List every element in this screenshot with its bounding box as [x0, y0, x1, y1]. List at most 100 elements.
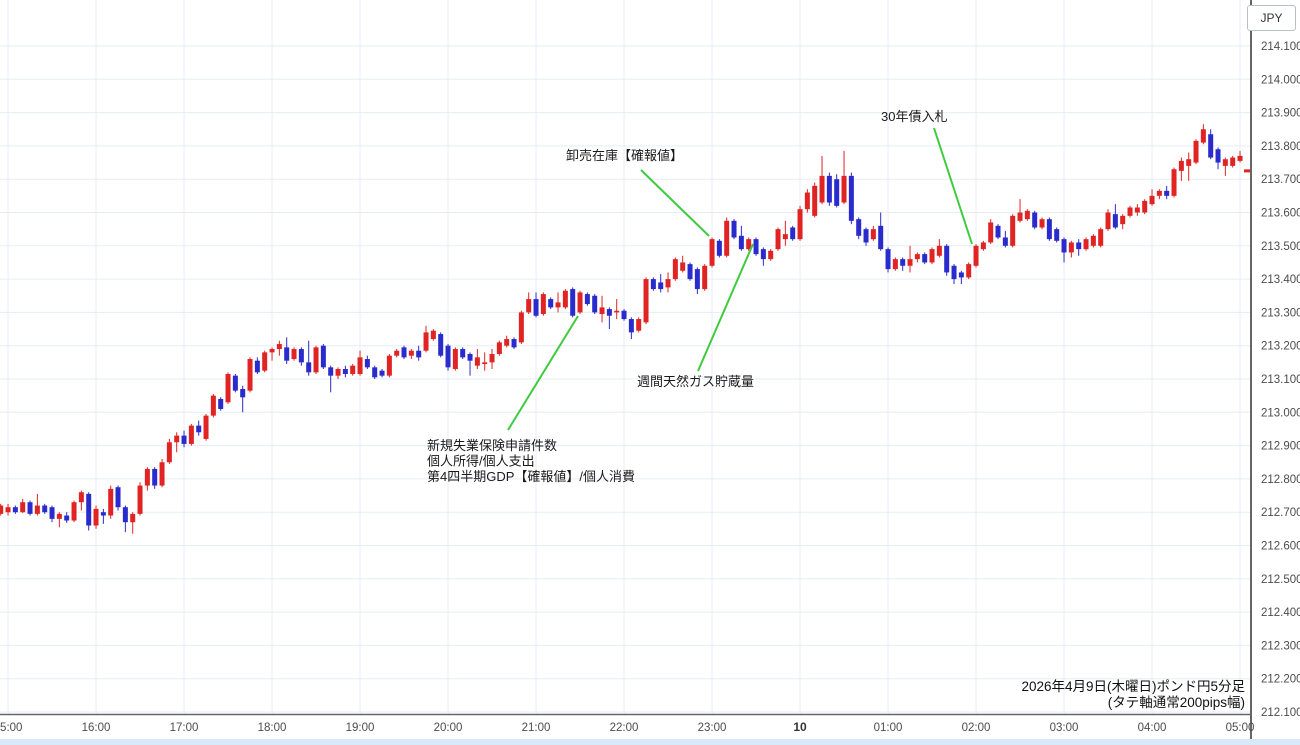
candle-up[interactable]	[819, 155, 825, 205]
candle-down[interactable]	[1076, 239, 1082, 256]
candle-down[interactable]	[958, 270, 964, 285]
candle-up[interactable]	[1237, 150, 1243, 163]
candle-up[interactable]	[1120, 214, 1126, 230]
candle-down[interactable]	[760, 247, 766, 266]
candle-up[interactable]	[599, 295, 605, 323]
candle-up[interactable]	[56, 512, 62, 528]
candle-up[interactable]	[1017, 199, 1023, 223]
candle-down[interactable]	[196, 420, 202, 436]
candle-down[interactable]	[320, 344, 326, 370]
candle-up[interactable]	[1134, 204, 1140, 216]
candle-up[interactable]	[812, 182, 818, 218]
candle-down[interactable]	[548, 297, 554, 310]
candle-up[interactable]	[174, 432, 180, 453]
candle-up[interactable]	[709, 237, 715, 268]
candle-down[interactable]	[115, 485, 121, 511]
candle-down[interactable]	[100, 508, 106, 524]
candle-up[interactable]	[518, 310, 524, 345]
candle-down[interactable]	[232, 374, 238, 393]
candle-up[interactable]	[746, 237, 752, 251]
candle-up[interactable]	[430, 329, 436, 341]
candle-up[interactable]	[1156, 189, 1162, 200]
candle-down[interactable]	[848, 172, 854, 225]
candle-down[interactable]	[122, 505, 128, 533]
candle-up[interactable]	[5, 503, 11, 516]
candle-up[interactable]	[489, 349, 495, 370]
candle-up[interactable]	[137, 482, 143, 516]
candle-down[interactable]	[12, 505, 18, 514]
candle-down[interactable]	[863, 227, 869, 246]
candles-layer[interactable]	[0, 124, 1243, 534]
candle-down[interactable]	[621, 309, 627, 321]
candle-up[interactable]	[1127, 205, 1133, 218]
candle-down[interactable]	[1164, 185, 1170, 200]
candle-up[interactable]	[474, 349, 480, 370]
candle-down[interactable]	[284, 337, 290, 365]
candle-up[interactable]	[643, 277, 649, 325]
candle-up[interactable]	[841, 150, 847, 205]
candle-up[interactable]	[188, 423, 194, 446]
candle-up[interactable]	[144, 467, 150, 491]
candle-up[interactable]	[577, 290, 583, 315]
candle-down[interactable]	[379, 369, 385, 378]
candle-down[interactable]	[511, 337, 517, 350]
candle-down[interactable]	[152, 467, 158, 489]
candle-up[interactable]	[1068, 240, 1074, 258]
candle-down[interactable]	[306, 340, 312, 376]
candle-up[interactable]	[269, 347, 275, 361]
candle-down[interactable]	[181, 430, 187, 448]
candle-up[interactable]	[452, 347, 458, 371]
candle-down[interactable]	[658, 274, 664, 293]
candle-up[interactable]	[1230, 155, 1236, 168]
candle-down[interactable]	[650, 277, 656, 291]
candle-up[interactable]	[408, 349, 414, 360]
candle-down[interactable]	[1208, 129, 1214, 160]
candle-down[interactable]	[372, 365, 378, 379]
candle-down[interactable]	[240, 385, 246, 413]
candle-up[interactable]	[1024, 209, 1030, 221]
candle-up[interactable]	[496, 340, 502, 356]
candle-down[interactable]	[592, 294, 598, 315]
candle-up[interactable]	[1200, 124, 1206, 145]
candle-up[interactable]	[203, 413, 209, 441]
candle-down[interactable]	[401, 345, 407, 360]
candle-up[interactable]	[386, 354, 392, 378]
currency-selector-button[interactable]: JPY	[1247, 5, 1296, 31]
candle-down[interactable]	[995, 224, 1001, 240]
candle-up[interactable]	[130, 512, 136, 534]
candle-up[interactable]	[0, 503, 4, 516]
candle-up[interactable]	[1222, 157, 1228, 176]
candle-down[interactable]	[753, 237, 759, 256]
candle-up[interactable]	[1149, 189, 1155, 206]
candle-down[interactable]	[716, 239, 722, 258]
candle-up[interactable]	[804, 189, 810, 213]
candle-up[interactable]	[78, 490, 84, 511]
candle-up[interactable]	[636, 317, 642, 333]
candle-down[interactable]	[878, 212, 884, 251]
candle-up[interactable]	[423, 325, 429, 353]
candle-up[interactable]	[225, 372, 231, 404]
candle-up[interactable]	[768, 249, 774, 261]
candle-up[interactable]	[210, 393, 216, 418]
candle-up[interactable]	[247, 357, 253, 393]
candle-up[interactable]	[782, 220, 788, 246]
candle-up[interactable]	[973, 244, 979, 268]
candle-up[interactable]	[20, 498, 26, 513]
candle-up[interactable]	[262, 350, 268, 373]
candle-down[interactable]	[1112, 204, 1118, 230]
candle-up[interactable]	[291, 347, 297, 361]
candle-down[interactable]	[342, 365, 348, 378]
candle-up[interactable]	[1098, 227, 1104, 248]
candle-down[interactable]	[42, 503, 48, 514]
candle-up[interactable]	[1186, 152, 1192, 181]
candle-up[interactable]	[892, 257, 898, 271]
candle-down[interactable]	[467, 352, 473, 376]
candle-down[interactable]	[445, 344, 451, 371]
candle-down[interactable]	[885, 247, 891, 273]
candle-up[interactable]	[34, 493, 40, 516]
candle-up[interactable]	[540, 292, 546, 316]
candle-down[interactable]	[254, 357, 260, 375]
candle-down[interactable]	[86, 492, 92, 531]
candle-up[interactable]	[980, 240, 986, 251]
candle-down[interactable]	[570, 287, 576, 318]
